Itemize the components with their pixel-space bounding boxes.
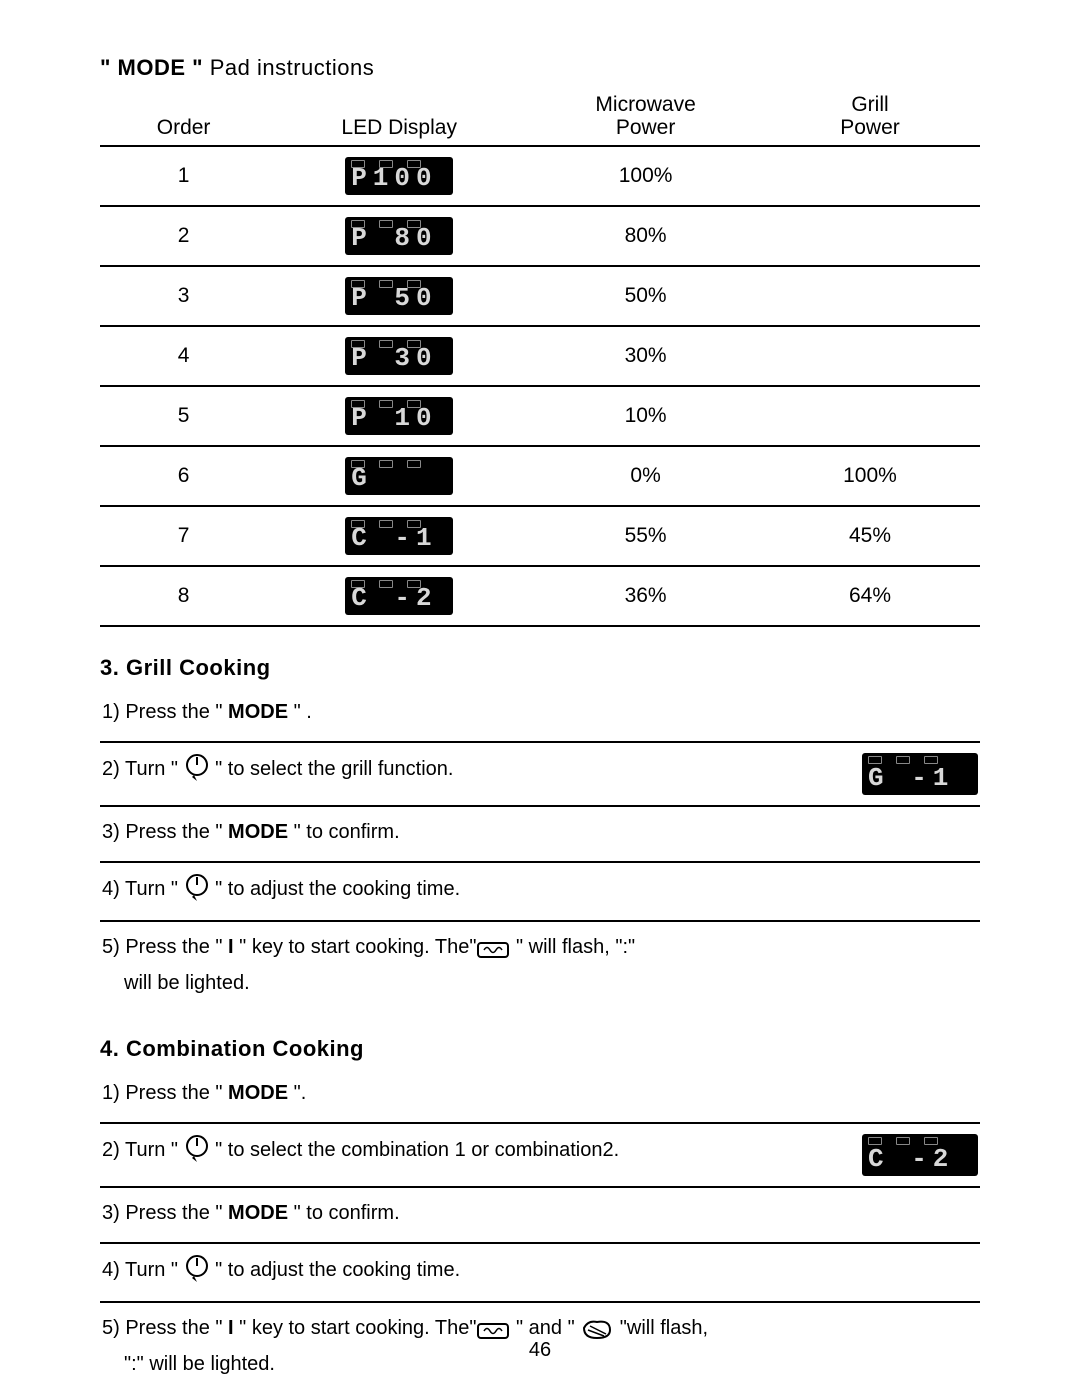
- dial-icon: [184, 753, 210, 790]
- table-header-row: Order LED Display Microwave Power Grill …: [100, 89, 980, 146]
- header-led: LED Display: [267, 89, 531, 146]
- cell-led: G: [267, 446, 531, 506]
- header-microwave: Microwave Power: [531, 89, 760, 146]
- grill-step-2: G -1 2) Turn " " to select the grill fun…: [100, 743, 980, 807]
- manual-page: " MODE " Pad instructions Order LED Disp…: [0, 0, 1080, 1397]
- cell-microwave: 55%: [531, 506, 760, 566]
- cell-led: P 30: [267, 326, 531, 386]
- cell-grill: 64%: [760, 566, 980, 626]
- mode-pad-title: " MODE " Pad instructions: [100, 55, 980, 81]
- led-display: P 50: [345, 277, 453, 315]
- combo-step-3: 3) Press the " MODE " to confirm.: [100, 1188, 980, 1244]
- cell-led: C -2: [267, 566, 531, 626]
- table-row: 8 C -2 36%64%: [100, 566, 980, 626]
- cell-grill: [760, 266, 980, 326]
- table-row: 4 P 30 30%: [100, 326, 980, 386]
- table-row: 7 C -1 55%45%: [100, 506, 980, 566]
- cell-grill: 45%: [760, 506, 980, 566]
- grill-step-5: 5) Press the " I " key to start cooking.…: [100, 922, 980, 1008]
- grill-cooking-heading: 3. Grill Cooking: [100, 655, 980, 681]
- mode-table: Order LED Display Microwave Power Grill …: [100, 89, 980, 627]
- cell-led: P 50: [267, 266, 531, 326]
- cell-microwave: 100%: [531, 146, 760, 206]
- cell-led: P 10: [267, 386, 531, 446]
- table-row: 2 P 80 80%: [100, 206, 980, 266]
- cell-order: 7: [100, 506, 267, 566]
- cell-order: 8: [100, 566, 267, 626]
- header-order: Order: [100, 89, 267, 146]
- title-rest: Pad instructions: [203, 55, 374, 80]
- led-display: C -1: [345, 517, 453, 555]
- led-display: P 30: [345, 337, 453, 375]
- led-display: G: [345, 457, 453, 495]
- combo-step-1: 1) Press the " MODE ".: [100, 1068, 980, 1124]
- grill-step-3: 3) Press the " MODE " to confirm.: [100, 807, 980, 863]
- grill-step2-led: G -1: [862, 753, 978, 795]
- title-bold: " MODE ": [100, 55, 203, 80]
- cell-microwave: 30%: [531, 326, 760, 386]
- cell-order: 6: [100, 446, 267, 506]
- cell-grill: [760, 146, 980, 206]
- table-row: 1 P100 100%: [100, 146, 980, 206]
- combo-step2-led: C -2: [862, 1134, 978, 1176]
- cell-led: P100: [267, 146, 531, 206]
- cell-order: 2: [100, 206, 267, 266]
- dial-icon: [184, 873, 210, 910]
- table-row: 5 P 10 10%: [100, 386, 980, 446]
- grill-steps: 1) Press the " MODE " . G -1 2) Turn " "…: [100, 687, 980, 1008]
- grill-step-1: 1) Press the " MODE " .: [100, 687, 980, 743]
- cell-order: 4: [100, 326, 267, 386]
- table-row: 3 P 50 50%: [100, 266, 980, 326]
- cell-microwave: 36%: [531, 566, 760, 626]
- combination-cooking-heading: 4. Combination Cooking: [100, 1036, 980, 1062]
- microwave-icon: [476, 938, 510, 968]
- combo-step-2: C -2 2) Turn " " to select the combinati…: [100, 1124, 980, 1188]
- cell-order: 3: [100, 266, 267, 326]
- combo-step-4: 4) Turn " " to adjust the cooking time.: [100, 1244, 980, 1303]
- grill-step-4: 4) Turn " " to adjust the cooking time.: [100, 863, 980, 922]
- cell-order: 1: [100, 146, 267, 206]
- led-display: P100: [345, 157, 453, 195]
- cell-grill: 100%: [760, 446, 980, 506]
- table-row: 6 G 0%100%: [100, 446, 980, 506]
- cell-led: P 80: [267, 206, 531, 266]
- header-grill: Grill Power: [760, 89, 980, 146]
- dial-icon: [184, 1134, 210, 1171]
- page-number: 46: [0, 1339, 1080, 1362]
- led-display: P 80: [345, 217, 453, 255]
- cell-microwave: 50%: [531, 266, 760, 326]
- cell-grill: [760, 206, 980, 266]
- cell-microwave: 0%: [531, 446, 760, 506]
- led-display: C -2: [345, 577, 453, 615]
- cell-order: 5: [100, 386, 267, 446]
- cell-led: C -1: [267, 506, 531, 566]
- dial-icon: [184, 1254, 210, 1291]
- cell-microwave: 80%: [531, 206, 760, 266]
- cell-grill: [760, 326, 980, 386]
- cell-microwave: 10%: [531, 386, 760, 446]
- led-display: P 10: [345, 397, 453, 435]
- cell-grill: [760, 386, 980, 446]
